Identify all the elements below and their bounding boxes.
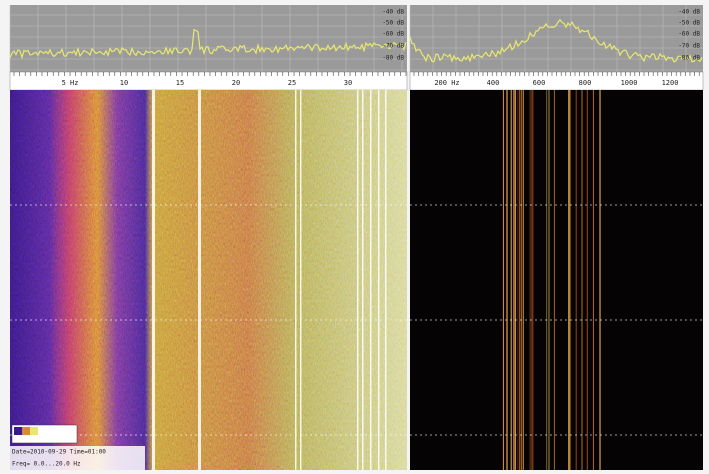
streak	[362, 90, 364, 470]
waterfall-streaks	[152, 90, 601, 470]
streak	[521, 90, 523, 470]
streak	[513, 90, 515, 470]
level-label: -50 dB	[382, 20, 404, 27]
freq-label: 10	[120, 79, 128, 87]
level-label: -80 dB	[678, 55, 700, 62]
level-label: -60 dB	[678, 31, 700, 38]
streak	[581, 90, 583, 470]
spectrum-grid	[9, 5, 703, 72]
streak	[198, 90, 201, 470]
freq-label: 600	[533, 79, 546, 87]
level-label: -70 dB	[678, 43, 700, 50]
streak	[592, 90, 594, 470]
left-spectrum	[10, 5, 407, 72]
scale-ticks	[13, 72, 700, 76]
level-label: -40 dB	[382, 9, 404, 16]
streak	[519, 90, 521, 470]
streak	[548, 90, 550, 470]
freq-label: 5 Hz	[62, 79, 79, 87]
streak	[599, 90, 601, 470]
freq-label: 200 Hz	[434, 79, 459, 87]
streak	[295, 90, 297, 470]
freq-label: 20	[232, 79, 240, 87]
right-spectrum-trace	[409, 18, 703, 63]
level-label: -60 dB	[382, 31, 404, 38]
streak	[586, 90, 588, 470]
streak	[546, 90, 548, 470]
level-label: -70 dB	[382, 43, 404, 50]
freq-label: 30	[344, 79, 352, 87]
level-label: -80 dB	[382, 55, 404, 62]
streak	[370, 90, 372, 470]
streak	[553, 90, 555, 470]
info-box	[10, 446, 145, 470]
waterfall-noise	[10, 90, 407, 470]
streak	[517, 90, 519, 470]
freq-label: 1200	[662, 79, 679, 87]
streak	[569, 90, 571, 470]
info-line: Freq= 0.0...20.0 Hz	[12, 461, 81, 468]
streak	[575, 90, 577, 470]
streak	[510, 90, 512, 470]
info-line: Date=2010-09-29 Time=01:00	[12, 449, 106, 456]
level-label: -50 dB	[678, 20, 700, 27]
left-spectrum-trace	[9, 28, 407, 60]
streak	[507, 90, 508, 470]
streak	[532, 90, 534, 470]
right-spectrum	[410, 5, 703, 72]
streak	[515, 90, 516, 470]
streak	[531, 90, 533, 470]
freq-label: 800	[579, 79, 592, 87]
right-waterfall	[410, 90, 703, 470]
freq-label: 15	[176, 79, 184, 87]
color-swatch	[14, 427, 22, 435]
level-labels: -40 dB -50 dB -60 dB -70 dB -80 dB -40 d…	[382, 9, 700, 62]
freq-label: 25	[288, 79, 296, 87]
color-swatch	[22, 427, 30, 435]
streak	[568, 90, 570, 470]
color-swatch	[30, 427, 38, 435]
streak	[502, 90, 504, 470]
streak	[522, 90, 524, 470]
streak	[529, 90, 531, 470]
streak	[357, 90, 359, 470]
streak	[300, 90, 302, 470]
streak	[378, 90, 380, 470]
streak	[152, 90, 155, 470]
freq-label: 400	[487, 79, 500, 87]
level-label: -40 dB	[678, 9, 700, 16]
streak	[385, 90, 387, 470]
freq-label: 1000	[621, 79, 638, 87]
